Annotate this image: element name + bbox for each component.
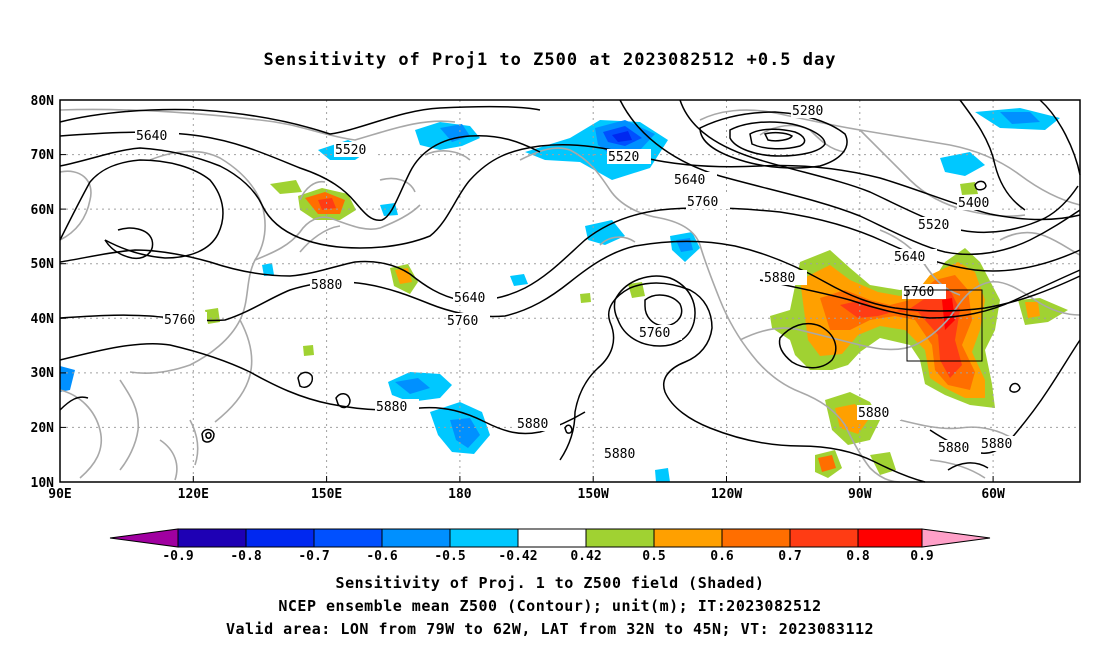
contour-label: 5640 xyxy=(674,173,705,188)
colorbar-swatch xyxy=(245,528,315,548)
lat-label: 30N xyxy=(31,366,55,381)
lat-label: 70N xyxy=(31,148,55,163)
colorbar-label: -0.7 xyxy=(298,549,329,564)
lon-label: 150E xyxy=(311,487,342,502)
lat-label: 40N xyxy=(31,312,55,327)
lon-label: 150W xyxy=(578,487,609,502)
contour-label: 5760 xyxy=(164,313,195,328)
colorbar-swatch xyxy=(449,528,519,548)
contour-label: 5640 xyxy=(136,129,167,144)
colorbar-label: 0.42 xyxy=(570,549,601,564)
lon-label: 180 xyxy=(448,487,472,502)
colorbar-swatch xyxy=(313,528,383,548)
lon-label: 90E xyxy=(48,487,71,502)
valid-area-box xyxy=(906,289,983,362)
colorbar-swatch xyxy=(517,528,587,548)
colorbar-label: 0.8 xyxy=(846,549,870,564)
colorbar-swatch xyxy=(857,528,923,548)
colorbar-label: -0.42 xyxy=(498,549,537,564)
caption-line-3: Valid area: LON from 79W to 62W, LAT fro… xyxy=(225,620,875,638)
colorbar-label: 0.9 xyxy=(910,549,933,564)
longitude-labels: 90E 120E 150E 180 150W 120W 90W 60W xyxy=(48,487,1005,502)
contour-labels: 5280 5400 5520 5520 5520 5640 5640 5640 … xyxy=(135,103,1024,462)
colorbar-label: 0.5 xyxy=(642,549,665,564)
contour-label: 5640 xyxy=(454,291,485,306)
contour-label: 5760 xyxy=(687,195,718,210)
contour-label: 5520 xyxy=(335,143,366,158)
caption-line-1: Sensitivity of Proj. 1 to Z500 field (Sh… xyxy=(335,574,765,592)
contour-label: 5520 xyxy=(608,150,639,165)
lat-label: 60N xyxy=(31,203,55,218)
colorbar-swatch xyxy=(177,528,247,548)
z500-contours xyxy=(59,99,1081,483)
axis-ticks xyxy=(60,154,994,482)
colorbar-label: -0.5 xyxy=(434,549,465,564)
colorbar-label: -0.8 xyxy=(230,549,261,564)
contour-label: 5640 xyxy=(894,250,925,265)
contour-label: 5760 xyxy=(447,314,478,329)
caption-line-2: NCEP ensemble mean Z500 (Contour); unit(… xyxy=(278,597,822,615)
lon-label: 90W xyxy=(848,487,872,502)
contour-label: 5880 xyxy=(764,271,795,286)
lat-label: 80N xyxy=(31,94,55,109)
contour-label: 5880 xyxy=(376,400,407,415)
colorbar-label: -0.6 xyxy=(366,549,397,564)
contour-label: 5880 xyxy=(517,417,548,432)
contour-label: 5760 xyxy=(903,285,934,300)
colorbar-label: 0.6 xyxy=(710,549,734,564)
lon-label: 60W xyxy=(981,487,1005,502)
contour-label: 5880 xyxy=(604,447,635,462)
lon-label: 120W xyxy=(711,487,742,502)
colorbar-swatch xyxy=(585,528,655,548)
contour-label: 5880 xyxy=(981,437,1012,452)
colorbar-swatch xyxy=(789,528,859,548)
contour-label: 5520 xyxy=(918,218,949,233)
colorbar-swatch xyxy=(653,528,723,548)
lat-label: 10N xyxy=(31,476,55,491)
colorbar-label: 0.7 xyxy=(778,549,801,564)
shaded-sensitivity xyxy=(60,108,1068,482)
colorbar-max-arrow xyxy=(921,528,991,548)
map-title: Sensitivity of Proj1 to Z500 at 20230825… xyxy=(263,50,837,70)
lat-label: 50N xyxy=(31,257,55,272)
colorbar-label: -0.9 xyxy=(162,549,193,564)
colorbar-swatch xyxy=(381,528,451,548)
lat-label: 20N xyxy=(31,421,55,436)
lon-label: 120E xyxy=(178,487,209,502)
colorbar xyxy=(109,528,991,548)
contour-label: 5760 xyxy=(639,326,670,341)
latitude-labels: 80N 70N 60N 50N 40N 30N 20N 10N xyxy=(31,94,55,491)
contour-label: 5880 xyxy=(311,278,342,293)
colorbar-labels: -0.9 -0.8 -0.7 -0.6 -0.5 -0.42 0.42 0.5 … xyxy=(162,549,933,564)
contour-label: 5280 xyxy=(792,104,823,119)
contour-label: 5880 xyxy=(938,441,969,456)
colorbar-min-arrow xyxy=(109,528,179,548)
contour-label: 5400 xyxy=(958,196,989,211)
colorbar-swatch xyxy=(721,528,791,548)
contour-label: 5880 xyxy=(858,406,889,421)
map-frame xyxy=(59,99,1081,483)
